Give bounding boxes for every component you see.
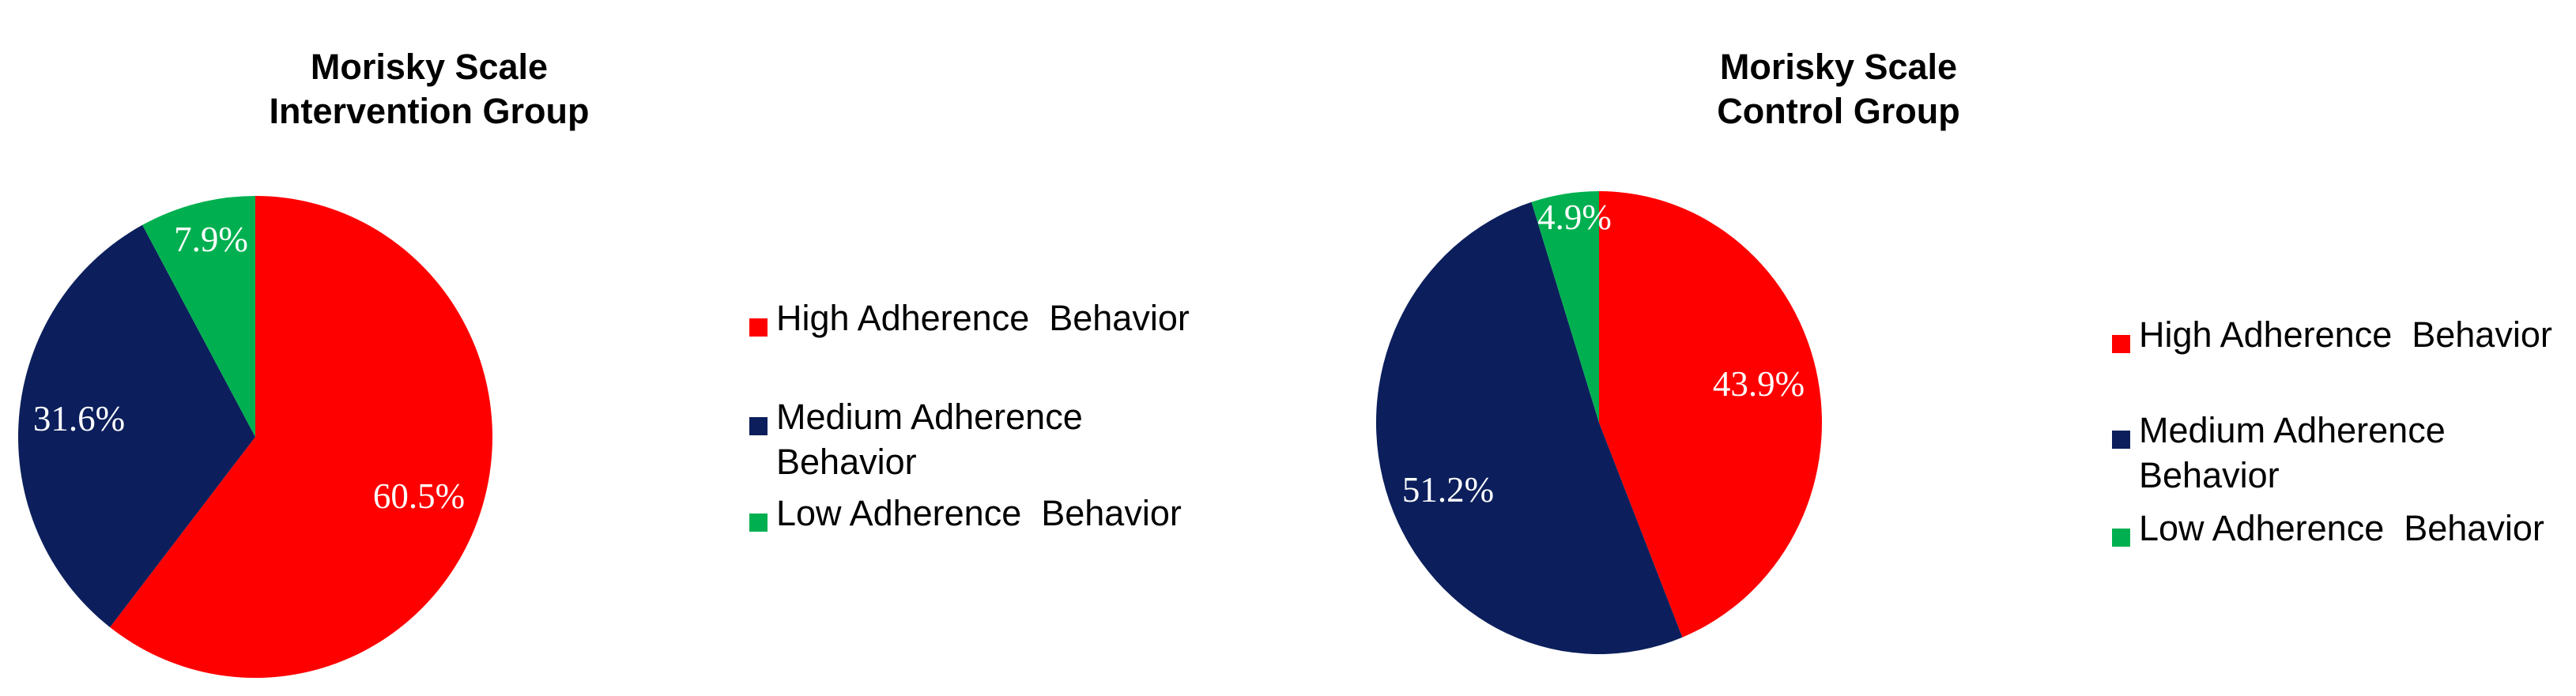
pie-slice-low <box>142 196 255 437</box>
data-label: 51.2% <box>1402 470 1494 510</box>
legend-label: Behavior <box>776 442 917 482</box>
data-label: 31.6% <box>33 399 125 438</box>
chart-subtitle: Control Group <box>1717 91 1959 131</box>
pie-slice-medium <box>18 224 255 627</box>
legend-swatch <box>749 318 768 337</box>
legend-label: Behavior <box>2139 455 2280 495</box>
legend-label: Low Adherence Behavior <box>776 493 1182 533</box>
legend-label: Low Adherence Behavior <box>2139 508 2544 548</box>
pie-slice-low <box>1531 191 1599 423</box>
legend-swatch <box>2112 431 2130 449</box>
chart-subtitle: Intervention Group <box>270 91 590 131</box>
legend-label: High Adherence Behavior <box>2139 314 2552 355</box>
chart-title: Morisky Scale <box>311 47 548 87</box>
pie-slice-medium <box>1375 201 1683 655</box>
data-label: 4.9% <box>1537 198 1612 237</box>
legend-swatch <box>749 514 768 532</box>
legend-label: High Adherence Behavior <box>776 298 1190 338</box>
pie-chart-control: Morisky Scale Control Group 43.9% 51.2% 4.… <box>1375 47 2552 655</box>
pie-slice-high <box>1599 191 1822 638</box>
pie-chart-intervention: Morisky Scale Intervention Group 60.5% 31… <box>18 47 1190 678</box>
legend-swatch <box>749 417 768 435</box>
data-label: 43.9% <box>1713 364 1805 404</box>
data-label: 7.9% <box>174 220 248 259</box>
legend-swatch <box>2112 529 2130 547</box>
data-label: 60.5% <box>373 476 465 516</box>
chart-title: Morisky Scale <box>1720 47 1957 87</box>
legend-swatch <box>2112 335 2130 353</box>
legend-label: Medium Adherence <box>776 397 1083 437</box>
pie-slice-high <box>110 196 492 678</box>
legend-label: Medium Adherence <box>2139 410 2446 450</box>
